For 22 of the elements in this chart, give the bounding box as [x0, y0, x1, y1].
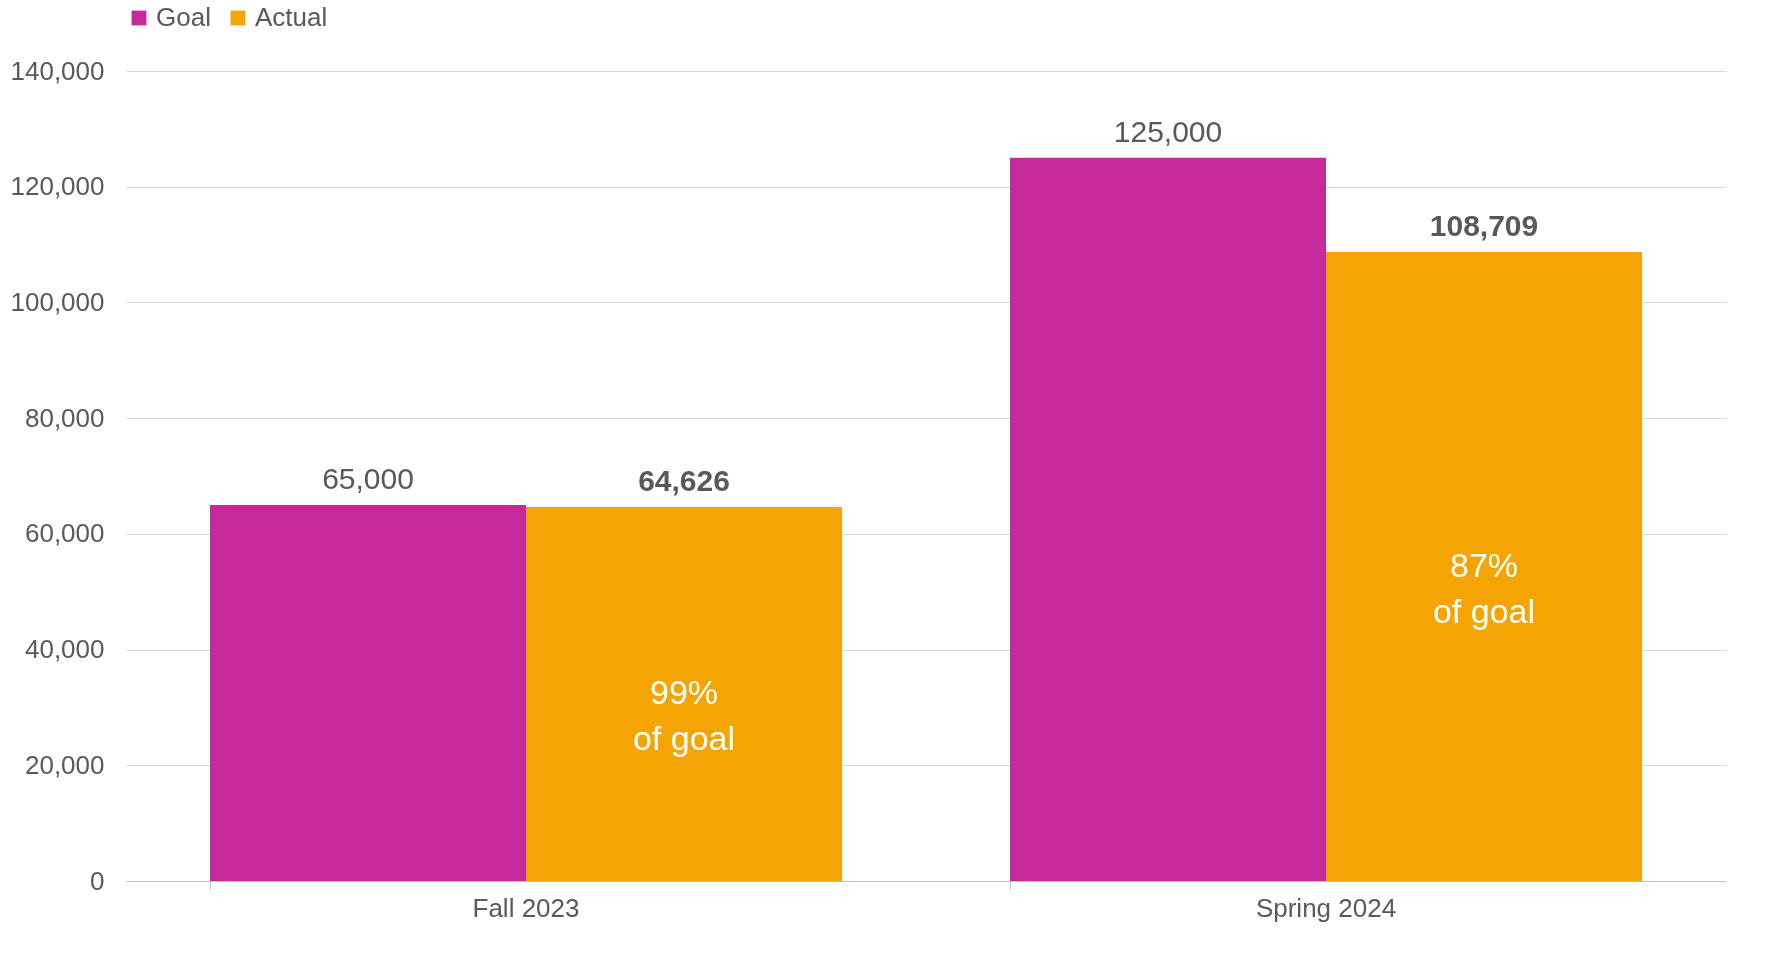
annotation: 99% of goal [632, 673, 736, 758]
y-tick-label: 60,000 [24, 518, 105, 549]
x-tick-label: Fall 2023 [472, 892, 580, 923]
bar [526, 507, 842, 881]
y-tick-label: 20,000 [24, 749, 105, 780]
bar [210, 504, 526, 881]
y-tick-label: 40,000 [24, 634, 105, 665]
legend-label: Actual [255, 2, 328, 32]
y-tick-label: 0 [90, 865, 105, 896]
data-label: 108,709 [1429, 209, 1539, 243]
bar [1326, 252, 1642, 881]
x-tick-label: Spring 2024 [1255, 892, 1397, 923]
y-tick-label: 140,000 [10, 55, 105, 86]
annotation: 87% of goal [1432, 545, 1536, 630]
y-tick-label: 120,000 [10, 171, 105, 202]
data-label: 125,000 [1113, 114, 1223, 148]
data-label: 65,000 [322, 461, 414, 495]
legend-label: Goal [156, 2, 211, 32]
y-tick-label: 80,000 [24, 402, 105, 433]
y-tick-label: 100,000 [10, 286, 105, 317]
data-label: 64,626 [638, 464, 730, 498]
bar [1010, 157, 1326, 881]
